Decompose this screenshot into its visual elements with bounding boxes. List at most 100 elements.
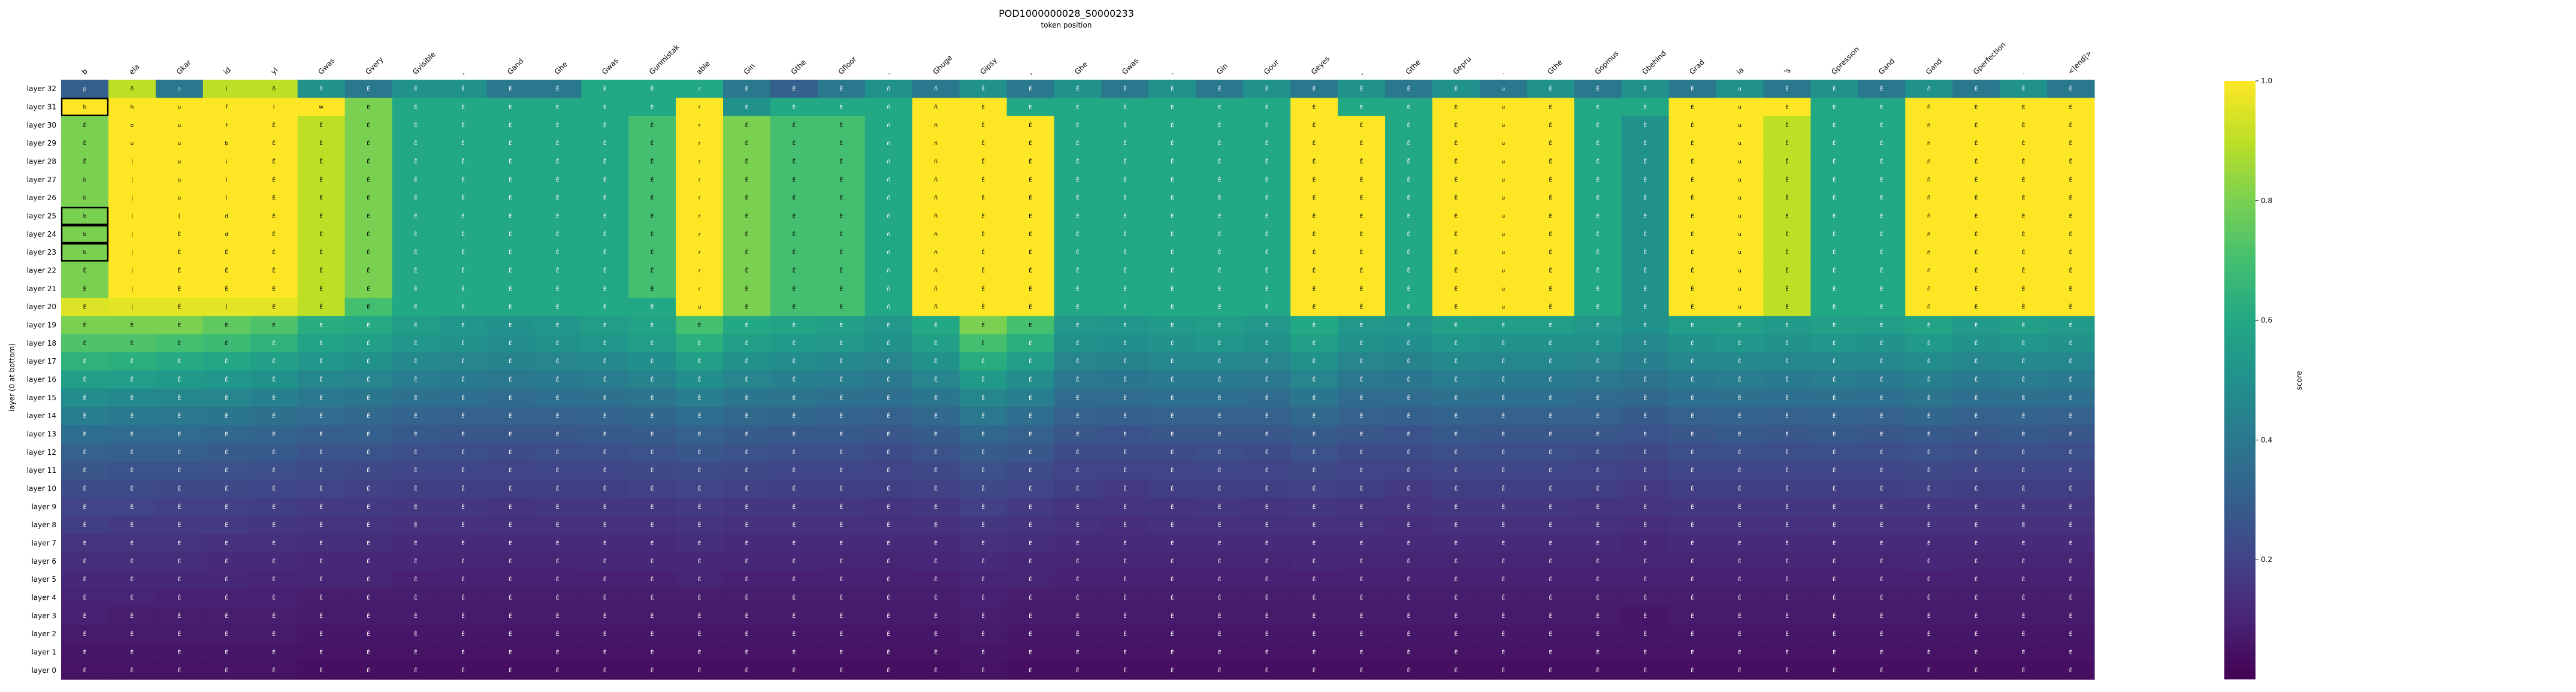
heatmap-cell (534, 279, 582, 298)
heatmap-cell-label: Ê (1833, 540, 1836, 547)
heatmap-cell (1905, 134, 1953, 153)
heatmap-cell (61, 243, 109, 262)
heatmap-cell-label: Ê (934, 503, 938, 510)
heatmap-cell-label: Ê (414, 249, 418, 256)
heatmap-cell-label: Ê (1880, 467, 1883, 474)
heatmap-cell-label: Ê (887, 412, 890, 419)
heatmap-cell-label: Ê (745, 285, 749, 292)
heatmap-cell-label: Ê (2022, 104, 2025, 111)
heatmap-cell (486, 80, 534, 98)
heatmap-cell (1526, 116, 1575, 135)
heatmap-cell-label: Ê (1643, 376, 1647, 383)
heatmap-cell-label: ñ (887, 232, 890, 238)
heatmap-cell (676, 134, 724, 153)
y-tick-label: layer 11 (27, 466, 56, 475)
heatmap-cell-label: Ê (1076, 649, 1080, 656)
heatmap-cell-label: d (225, 232, 228, 238)
heatmap-cell-label: Ê (1455, 667, 1458, 674)
y-tick-label: layer 32 (27, 84, 56, 93)
heatmap-cell-label: Ê (1029, 576, 1032, 583)
heatmap-cell-label: Ê (1975, 503, 1978, 510)
heatmap-cell (439, 407, 487, 425)
heatmap-cell-label: Ê (1833, 231, 1836, 238)
heatmap-cell (1196, 170, 1244, 189)
heatmap-cell (155, 98, 204, 117)
heatmap-cell (1716, 98, 1764, 117)
heatmap-cell (534, 170, 582, 189)
heatmap-cell-label: Ê (1643, 358, 1647, 365)
heatmap-cell-label: Ê (1265, 122, 1269, 129)
heatmap-cell-label: Ê (461, 358, 465, 365)
heatmap-cell-label: Ê (1265, 176, 1269, 183)
heatmap-cell (155, 316, 204, 335)
heatmap-cell-label: Ê (1123, 376, 1127, 383)
heatmap-cell (1621, 189, 1670, 207)
heatmap-cell-label: Ê (177, 503, 181, 510)
heatmap-cell (1763, 189, 1812, 207)
heatmap-cell-label: Ê (1785, 358, 1789, 365)
heatmap-cell (1716, 298, 1764, 316)
heatmap-cell-label: Ê (556, 285, 560, 292)
heatmap-cell (1668, 98, 1717, 117)
heatmap-cell (959, 388, 1008, 407)
heatmap-cell (1006, 407, 1055, 425)
heatmap-cell-label: Ê (1691, 649, 1694, 656)
heatmap-cell-label: Ê (840, 85, 843, 92)
heatmap-cell-label: Ê (83, 140, 87, 147)
heatmap-cell-label: Ê (1313, 630, 1316, 637)
heatmap-cell-label: Ê (1549, 630, 1552, 637)
heatmap-cell (1905, 152, 1953, 171)
heatmap-cell (1101, 170, 1149, 189)
heatmap-cell-label: Ê (1218, 667, 1222, 674)
heatmap-cell (1196, 189, 1244, 207)
heatmap-cell (1621, 388, 1670, 407)
heatmap-cell-label: Ê (1218, 503, 1222, 510)
heatmap-cell-label: Ê (1313, 394, 1316, 401)
heatmap-cell (1432, 80, 1480, 98)
heatmap-cell-label: Ê (177, 612, 181, 620)
heatmap-cell-label: u (177, 159, 181, 165)
heatmap-cell-label: Ê (509, 649, 512, 656)
heatmap-cell-label: r (699, 159, 701, 165)
heatmap-cell-label: Ê (1833, 649, 1836, 656)
heatmap-cell-label: Ê (2069, 431, 2073, 438)
heatmap-cell (1526, 352, 1575, 371)
heatmap-cell (108, 261, 156, 280)
x-tick-label: Gin (1215, 62, 1229, 76)
heatmap-cell-label: Ê (651, 394, 654, 401)
heatmap-cell-label: Ê (1785, 449, 1789, 456)
heatmap-cell-label: Ê (745, 394, 749, 401)
y-tick-label: layer 21 (27, 285, 56, 293)
heatmap-cell-label: ( (179, 214, 181, 220)
heatmap-cell-label: Ê (887, 340, 890, 347)
heatmap-cell (1290, 225, 1338, 244)
heatmap-cell-label: Ê (887, 630, 890, 637)
heatmap-cell (1196, 261, 1244, 280)
heatmap-cell (1101, 116, 1149, 135)
heatmap-cell-label: Ê (83, 612, 87, 620)
heatmap-cell-label: Ê (1927, 540, 1931, 547)
x-tick-label: Gthe (1546, 58, 1564, 76)
heatmap-cell-label: Ê (603, 322, 607, 329)
heatmap-cell-label: Ê (1171, 558, 1174, 565)
heatmap-cell (202, 261, 251, 280)
heatmap-cell-label: Ê (367, 467, 370, 474)
heatmap-cell-label: Ê (1407, 558, 1411, 565)
heatmap-cell-label: Ê (1029, 612, 1032, 620)
x-tick-label: Gopmus (1593, 49, 1620, 76)
y-tick-label: layer 26 (27, 194, 56, 202)
heatmap-cell-label: Ê (461, 630, 465, 637)
heatmap-cell-label: Ê (367, 358, 370, 365)
heatmap-cell-label: Ê (1643, 231, 1647, 238)
heatmap-cell-label: Ê (840, 249, 843, 256)
heatmap-cell (2000, 279, 2048, 298)
heatmap-cell (392, 298, 440, 316)
heatmap-cell (534, 152, 582, 171)
heatmap-cell-label: Ê (981, 612, 985, 620)
heatmap-cell-label: Ê (1407, 467, 1411, 474)
heatmap-cell-label: Ê (1596, 485, 1600, 492)
heatmap-cell-label: u (1738, 232, 1741, 238)
heatmap-cell (959, 279, 1008, 298)
heatmap-cell (864, 334, 913, 353)
heatmap-cell (2000, 334, 2048, 353)
